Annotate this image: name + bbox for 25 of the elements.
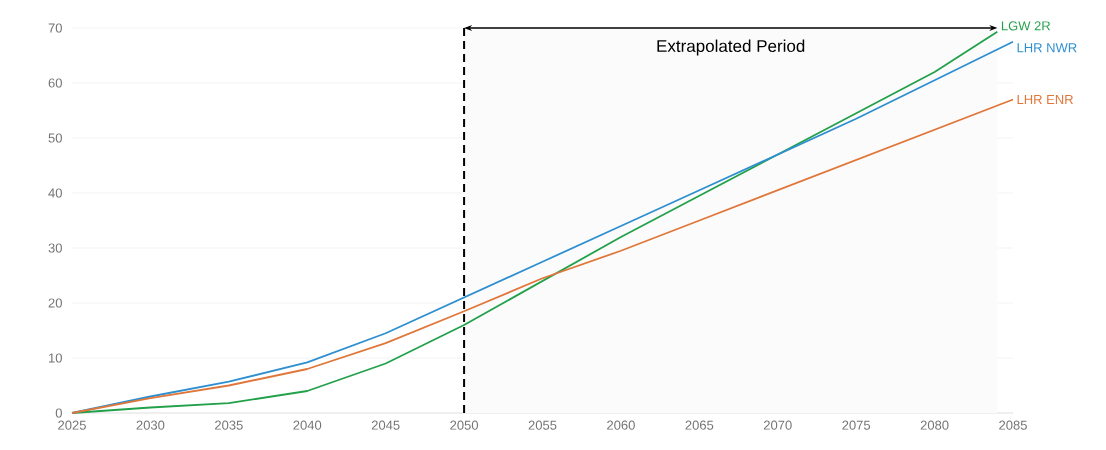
y-tick-label: 50: [48, 133, 62, 143]
x-tick-label: 2080: [920, 420, 949, 430]
x-tick-label: 2025: [58, 420, 86, 430]
y-tick-label: 20: [48, 298, 62, 308]
series-label: LHR NWR: [1017, 43, 1077, 53]
x-tick-label: 2030: [136, 420, 165, 430]
x-tick-label: 2085: [999, 420, 1027, 430]
x-tick-label: 2040: [293, 420, 322, 430]
series-label: LHR ENR: [1017, 95, 1073, 104]
x-tick-label: 2070: [763, 420, 792, 430]
x-tick-label: 2065: [685, 420, 714, 430]
x-tick-label: 2050: [450, 420, 479, 430]
x-tick-label: 2060: [607, 420, 635, 430]
y-tick-label: 60: [48, 78, 62, 88]
series-label: LGW 2R: [1001, 21, 1051, 31]
x-tick-label: 2035: [215, 420, 243, 430]
x-tick-label: 2045: [371, 420, 400, 430]
x-tick-label: 2055: [528, 420, 557, 430]
y-tick-label: 70: [48, 23, 62, 33]
y-tick-label: 30: [48, 243, 62, 253]
y-tick-label: 0: [55, 408, 62, 418]
y-tick-label: 40: [48, 188, 62, 198]
y-tick-label: 10: [49, 353, 62, 363]
band-label: Extrapolated Period: [657, 39, 805, 56]
x-tick-label: 2075: [842, 420, 871, 430]
